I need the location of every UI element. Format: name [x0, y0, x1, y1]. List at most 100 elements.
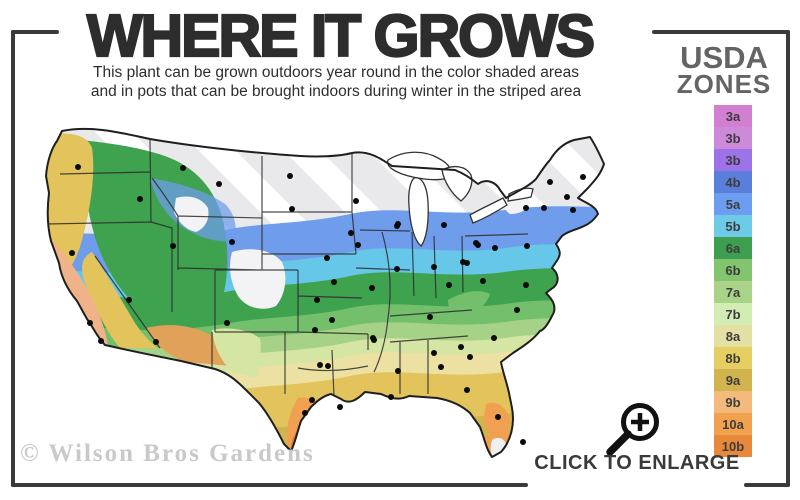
city-dot: [229, 239, 235, 245]
lake-erie: [469, 197, 508, 224]
frame-right: [786, 30, 790, 487]
frame-top-right-stub: [652, 30, 790, 34]
magnifier-plus-icon[interactable]: [598, 400, 670, 462]
city-dot: [395, 368, 401, 374]
city-dots: [69, 164, 586, 445]
legend-swatch-10b: 10b: [714, 435, 752, 457]
city-dot: [287, 173, 293, 179]
city-dot: [570, 207, 576, 213]
patch-yellowstone-white: [174, 196, 209, 232]
city-dot: [312, 327, 318, 333]
patch-south-florida-excluded: [490, 437, 506, 457]
patch-california-inland-gold: [82, 252, 158, 348]
city-dot: [353, 198, 359, 204]
city-dot: [520, 439, 526, 445]
city-dot: [523, 282, 529, 288]
patch-colorado-white: [230, 249, 286, 309]
legend-swatch-8b: 8b: [714, 347, 752, 369]
city-dot: [137, 196, 143, 202]
legend-swatch-6b: 6b: [714, 259, 752, 281]
patch-florida-orange: [484, 402, 510, 446]
city-dot: [524, 243, 530, 249]
legend-title: USDA ZONES: [660, 40, 788, 99]
city-dot: [153, 339, 159, 345]
subtitle-line-1: This plant can be grown outdoors year ro…: [93, 64, 579, 81]
patch-new-mexico-pale: [212, 328, 261, 378]
city-dot: [355, 242, 361, 248]
watermark: © Wilson Bros Gardens: [20, 440, 315, 467]
legend-swatch-6a: 6a: [714, 237, 752, 259]
city-dot: [289, 206, 295, 212]
legend-swatch-7b: 7b: [714, 303, 752, 325]
city-dot: [314, 297, 320, 303]
city-dot: [464, 387, 470, 393]
city-dot: [514, 307, 520, 313]
city-dot: [325, 363, 331, 369]
city-dot: [523, 205, 529, 211]
city-dot: [388, 394, 394, 400]
city-dot: [541, 205, 547, 211]
city-dot: [98, 338, 104, 344]
subtitle-line-2: and in pots that can be brought indoors …: [90, 83, 582, 100]
city-dot: [464, 260, 470, 266]
city-dot: [580, 174, 586, 180]
legend-swatch-4b: 4b: [714, 171, 752, 193]
city-dot: [431, 264, 437, 270]
lake-michigan: [408, 177, 429, 247]
legend-swatch-3a: 3a: [714, 105, 752, 127]
legend-title-usda: USDA: [680, 40, 768, 75]
city-dot: [564, 194, 570, 200]
city-dot: [302, 410, 308, 416]
city-dot: [547, 179, 553, 185]
city-dot: [458, 344, 464, 350]
legend-title-zones: ZONES: [676, 69, 772, 99]
patch-appalachia-green: [448, 291, 490, 322]
city-dot: [69, 250, 75, 256]
city-dot: [495, 414, 501, 420]
page-title: WHERE IT GROWS: [86, 2, 596, 70]
city-dot: [348, 230, 354, 236]
city-dot: [395, 221, 401, 227]
city-dot: [492, 245, 498, 251]
city-dot: [394, 266, 400, 272]
city-dot: [170, 243, 176, 249]
legend-swatch-9a: 9a: [714, 369, 752, 391]
city-dot: [371, 337, 377, 343]
legend-swatch-7a: 7a: [714, 281, 752, 303]
great-lakes: [386, 151, 534, 247]
city-dot: [427, 314, 433, 320]
city-dot: [475, 242, 481, 248]
city-dot: [431, 350, 437, 356]
legend-swatch-5a: 5a: [714, 193, 752, 215]
frame-bottom: [11, 483, 528, 487]
legend-swatch-3b: 3b: [714, 149, 752, 171]
city-dot: [126, 297, 132, 303]
zone-fill-layers: [46, 128, 604, 457]
frame-left: [11, 30, 15, 487]
legend-swatch-9b: 9b: [714, 391, 752, 413]
legend-swatch-5b: 5b: [714, 215, 752, 237]
city-dot: [438, 364, 444, 370]
city-dot: [75, 164, 81, 170]
patch-california-coast-peach: [46, 238, 108, 346]
city-dot: [441, 222, 447, 228]
city-dot: [317, 362, 323, 368]
lake-ontario: [507, 187, 534, 202]
city-dot: [446, 282, 452, 288]
click-to-enlarge-label[interactable]: CLICK TO ENLARGE: [534, 452, 740, 474]
legend-swatch-3b: 3b: [714, 127, 752, 149]
frame-bottom-right-stub: [744, 483, 790, 487]
legend-swatch-8a: 8a: [714, 325, 752, 347]
city-dot: [324, 255, 330, 261]
city-dot: [216, 181, 222, 187]
legend-swatch-10a: 10a: [714, 413, 752, 435]
frame-top-left-stub: [11, 30, 59, 34]
patch-northwest-green: [62, 138, 228, 327]
city-dot: [329, 317, 335, 323]
patch-arizona-tan: [146, 325, 230, 366]
patch-north-maine-gray: [566, 140, 593, 174]
city-dot: [467, 354, 473, 360]
city-dot: [491, 335, 497, 341]
